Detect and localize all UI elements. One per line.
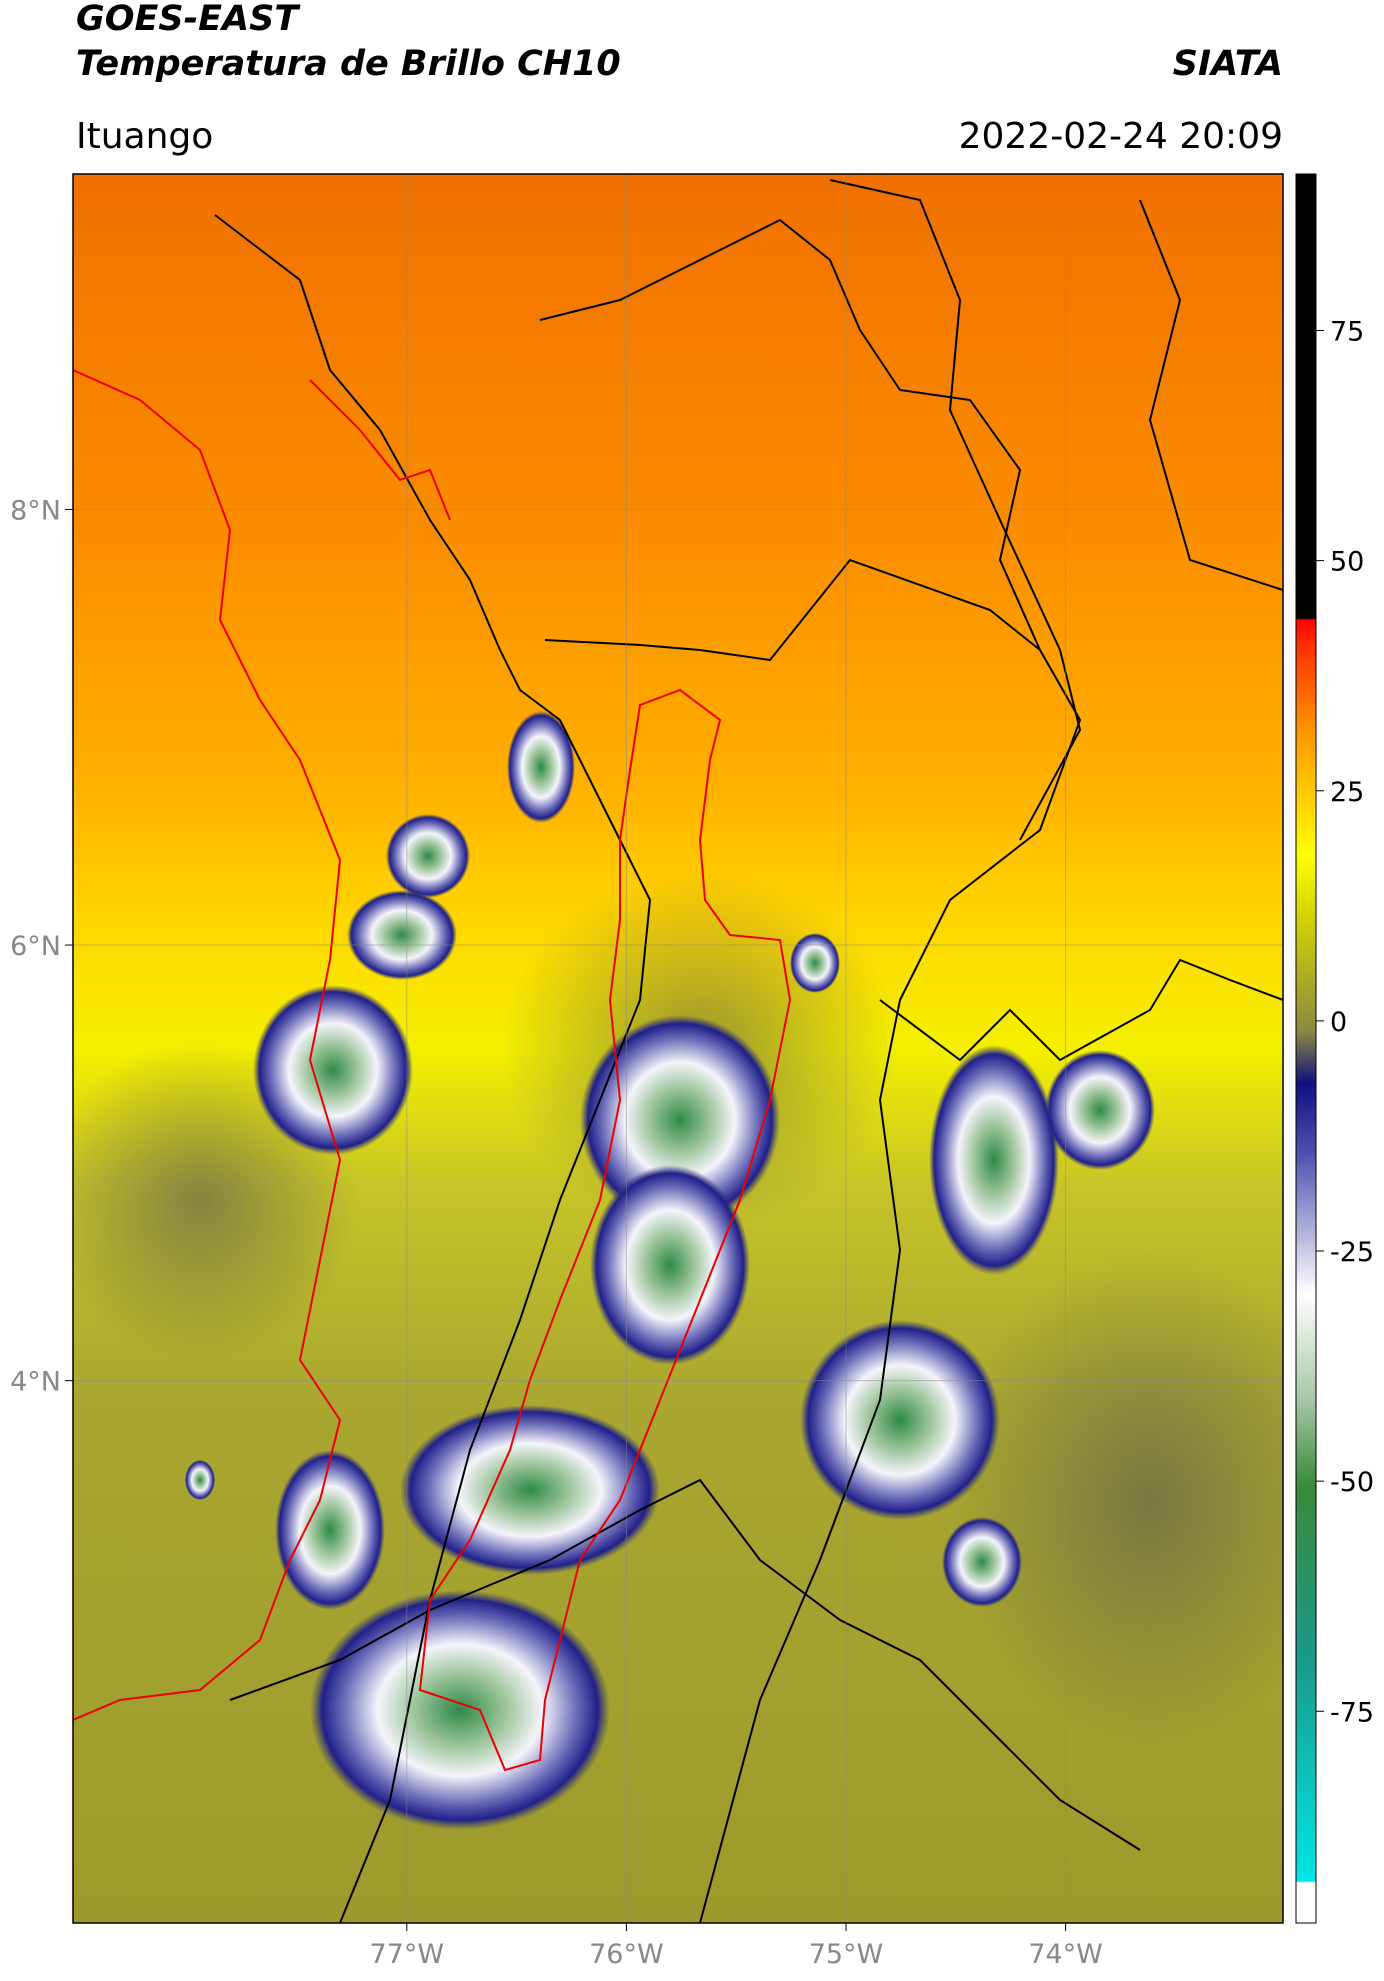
cloud xyxy=(590,1165,750,1365)
cloud xyxy=(800,1320,1000,1520)
colorbar-tick-label: 0 xyxy=(1330,1007,1347,1038)
map-frame xyxy=(72,173,1284,1924)
cloud xyxy=(507,711,575,823)
border xyxy=(544,558,1041,662)
y-tick-label: 4°N xyxy=(10,1367,61,1398)
border xyxy=(829,179,1082,841)
y-tick-label: 8°N xyxy=(10,495,61,526)
cloud xyxy=(942,1517,1022,1607)
cloud xyxy=(347,890,457,980)
colorbar-tick-label: 50 xyxy=(1330,547,1364,578)
colorbar-tick-label: -25 xyxy=(1330,1237,1374,1268)
colorbar-tick-label: 75 xyxy=(1330,316,1364,347)
cloud xyxy=(185,1460,215,1500)
cloud xyxy=(929,1045,1059,1275)
map-image xyxy=(73,174,1283,1923)
cloud xyxy=(275,1450,385,1610)
x-tick-label: 77°W xyxy=(370,1939,445,1970)
region-outline xyxy=(418,688,792,1772)
source: SIATA xyxy=(1173,44,1283,84)
cloud xyxy=(580,1015,780,1225)
colorbar-tick-label: -75 xyxy=(1330,1697,1374,1728)
timestamp: 2022-02-24 20:09 xyxy=(959,116,1283,157)
cloud xyxy=(386,814,470,898)
title: GOES-EAST xyxy=(76,0,301,39)
cloud xyxy=(310,1590,610,1830)
cloud xyxy=(1045,1050,1155,1170)
haze xyxy=(950,1250,1283,1750)
border xyxy=(229,1478,1141,1851)
cloud xyxy=(790,933,840,993)
grid xyxy=(73,174,1283,1923)
colorbar-tick-label: -50 xyxy=(1330,1467,1374,1498)
x-tick-label: 76°W xyxy=(589,1939,664,1970)
y-tick-label: 6°N xyxy=(10,931,61,962)
cloud xyxy=(253,985,413,1155)
location: Ituango xyxy=(76,116,213,157)
cloud xyxy=(400,1405,660,1575)
x-tick-label: 75°W xyxy=(809,1939,884,1970)
border xyxy=(879,958,1283,1062)
subtitle: Temperatura de Brillo CH10 xyxy=(76,44,621,84)
colorbar-tick-label: 25 xyxy=(1330,777,1364,808)
coastline xyxy=(73,369,342,1721)
x-tick-label: 74°W xyxy=(1028,1939,1103,1970)
border xyxy=(214,214,652,1923)
border xyxy=(1139,199,1283,591)
colorbar xyxy=(1295,173,1317,1924)
coastline xyxy=(309,379,451,521)
